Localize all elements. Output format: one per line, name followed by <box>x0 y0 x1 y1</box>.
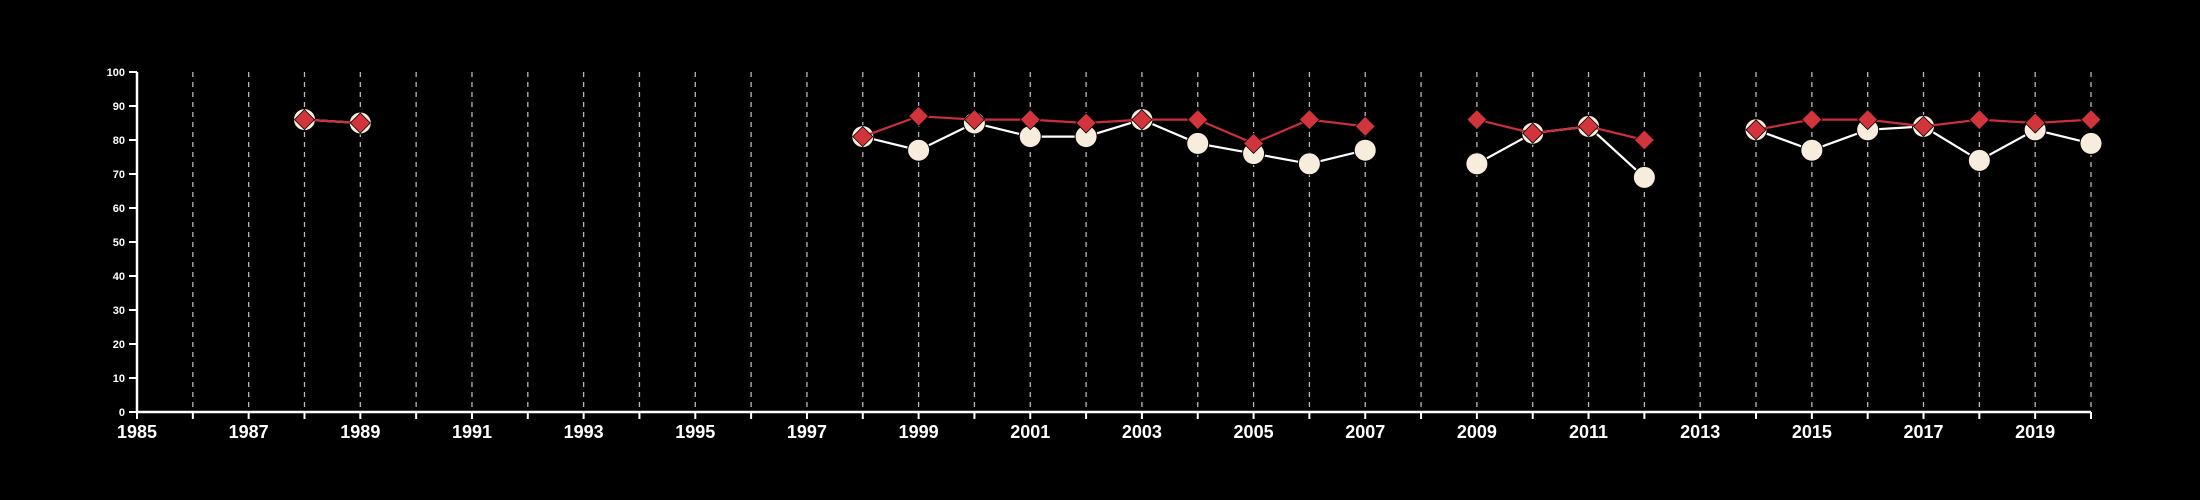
x-tick-label-2011: 2011 <box>1569 422 1608 442</box>
point-diamond-2009 <box>1466 109 1488 131</box>
point-circle-2015 <box>1800 138 1824 162</box>
point-circle-2006 <box>1297 152 1321 176</box>
point-diamond-2004 <box>1187 109 1209 131</box>
point-diamond-2005 <box>1243 132 1265 154</box>
x-tick-label-1993: 1993 <box>564 422 604 442</box>
point-diamond-2003 <box>1131 109 1153 131</box>
x-tick-label-2015: 2015 <box>1792 422 1832 442</box>
y-tick-label-50: 50 <box>113 237 125 249</box>
point-diamond-2018 <box>1968 109 1990 131</box>
point-circle-2012 <box>1632 165 1656 189</box>
x-tick-label-2005: 2005 <box>1234 422 1274 442</box>
series-2-line-2 <box>862 115 1366 145</box>
point-diamond-2000 <box>963 109 985 131</box>
x-tick-labels: 1985 1987 1989 1991 1993 1995 1997 1999 2001 2003… <box>117 422 2055 442</box>
point-circle-2004 <box>1186 131 1210 155</box>
series-2-diamond <box>293 105 2102 154</box>
x-tick-label-1987: 1987 <box>229 422 269 442</box>
x-tick-label-2003: 2003 <box>1122 422 1162 442</box>
point-diamond-2007 <box>1354 115 1376 137</box>
y-tick-labels: 0 10 20 30 40 50 60 70 80 90 100 <box>107 67 125 419</box>
point-diamond-2016 <box>1857 109 1879 131</box>
point-circle-2020 <box>2079 131 2103 155</box>
vertical-gridlines <box>192 72 2092 412</box>
x-tick-label-2019: 2019 <box>2015 422 2055 442</box>
x-tick-label-1985: 1985 <box>117 422 157 442</box>
point-circle-2009 <box>1465 152 1489 176</box>
series-1-line-2 <box>862 118 1366 165</box>
y-tick-label-80: 80 <box>113 135 125 147</box>
point-diamond-2015 <box>1801 109 1823 131</box>
y-tick-label-100: 100 <box>107 67 125 79</box>
point-diamond-2020 <box>2080 109 2102 131</box>
x-tick-label-2001: 2001 <box>1010 422 1050 442</box>
y-tick-label-90: 90 <box>113 101 125 113</box>
point-diamond-2012 <box>1633 129 1655 151</box>
y-tick-label-30: 30 <box>113 305 125 317</box>
x-tick-label-1991: 1991 <box>452 422 492 442</box>
series-1-circle <box>292 108 2103 189</box>
x-tick-label-1995: 1995 <box>675 422 715 442</box>
y-tick-label-60: 60 <box>113 203 125 215</box>
x-tick-label-2009: 2009 <box>1457 422 1497 442</box>
x-tick-label-1999: 1999 <box>899 422 939 442</box>
y-tick-label-0: 0 <box>119 407 125 419</box>
point-diamond-2019 <box>2024 112 2046 134</box>
point-diamond-1989 <box>349 112 371 134</box>
series <box>292 105 2103 189</box>
x-tick-label-2017: 2017 <box>1903 422 1943 442</box>
point-diamond-2010 <box>1522 122 1544 144</box>
point-diamond-2017 <box>1912 115 1935 137</box>
point-diamond-2001 <box>1019 109 1041 131</box>
point-diamond-1999 <box>908 105 930 127</box>
y-tick-label-70: 70 <box>113 169 125 181</box>
axes <box>129 71 2092 419</box>
point-diamond-2011 <box>1577 115 1600 137</box>
point-circle-2007 <box>1353 138 1377 162</box>
series-2-line-3 <box>1476 118 1645 142</box>
y-tick-label-10: 10 <box>113 373 125 385</box>
point-diamond-1988 <box>293 109 316 131</box>
point-diamond-2002 <box>1075 112 1097 134</box>
y-tick-label-40: 40 <box>113 271 125 283</box>
x-tick-label-2007: 2007 <box>1345 422 1385 442</box>
point-diamond-2014 <box>1745 119 1767 141</box>
point-circle-1999 <box>907 138 931 162</box>
x-tick-label-1989: 1989 <box>340 422 380 442</box>
x-tick-label-2013: 2013 <box>1680 422 1720 442</box>
y-tick-label-20: 20 <box>113 339 125 351</box>
point-circle-2018 <box>1967 148 1991 172</box>
x-tick-label-1997: 1997 <box>787 422 827 442</box>
point-diamond-1998 <box>852 126 874 148</box>
point-diamond-2006 <box>1298 109 1320 131</box>
